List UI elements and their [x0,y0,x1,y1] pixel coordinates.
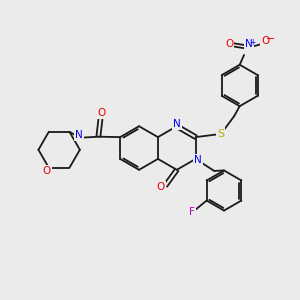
Text: −: − [266,34,275,44]
Text: N: N [173,119,181,129]
Text: S: S [217,128,224,139]
Text: N: N [75,130,83,140]
Text: O: O [98,108,106,118]
Text: O: O [225,39,233,49]
Text: F: F [189,207,195,217]
Text: O: O [261,36,269,46]
Text: N: N [245,39,253,50]
Text: +: + [249,38,256,47]
Text: N: N [194,155,202,165]
Text: O: O [43,166,51,176]
Text: O: O [156,182,165,192]
